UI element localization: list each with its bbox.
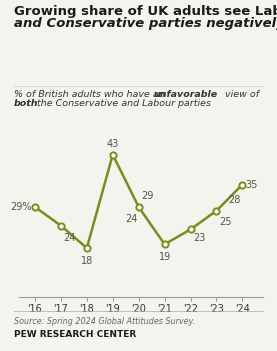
Text: Growing share of UK adults see Labour: Growing share of UK adults see Labour: [14, 5, 277, 18]
Text: 24: 24: [125, 214, 137, 224]
Text: % of British adults who have an: % of British adults who have an: [14, 90, 168, 99]
Text: 19: 19: [158, 252, 171, 262]
Text: view of: view of: [222, 90, 259, 99]
Text: 35: 35: [245, 180, 258, 190]
Text: and Conservative parties negatively: and Conservative parties negatively: [14, 17, 277, 30]
Text: Source: Spring 2024 Global Attitudes Survey.: Source: Spring 2024 Global Attitudes Sur…: [14, 317, 195, 326]
Text: 28: 28: [229, 195, 241, 205]
Text: 23: 23: [193, 233, 206, 243]
Text: unfavorable: unfavorable: [154, 90, 218, 99]
Text: 25: 25: [219, 217, 232, 227]
Text: 18: 18: [81, 256, 93, 265]
Text: PEW RESEARCH CENTER: PEW RESEARCH CENTER: [14, 330, 136, 339]
Text: the Conservative and Labour parties: the Conservative and Labour parties: [34, 99, 211, 108]
Text: 29: 29: [141, 191, 154, 201]
Text: 29%: 29%: [10, 202, 32, 212]
Text: 43: 43: [107, 139, 119, 149]
Text: 24: 24: [63, 233, 76, 243]
Text: both: both: [14, 99, 38, 108]
